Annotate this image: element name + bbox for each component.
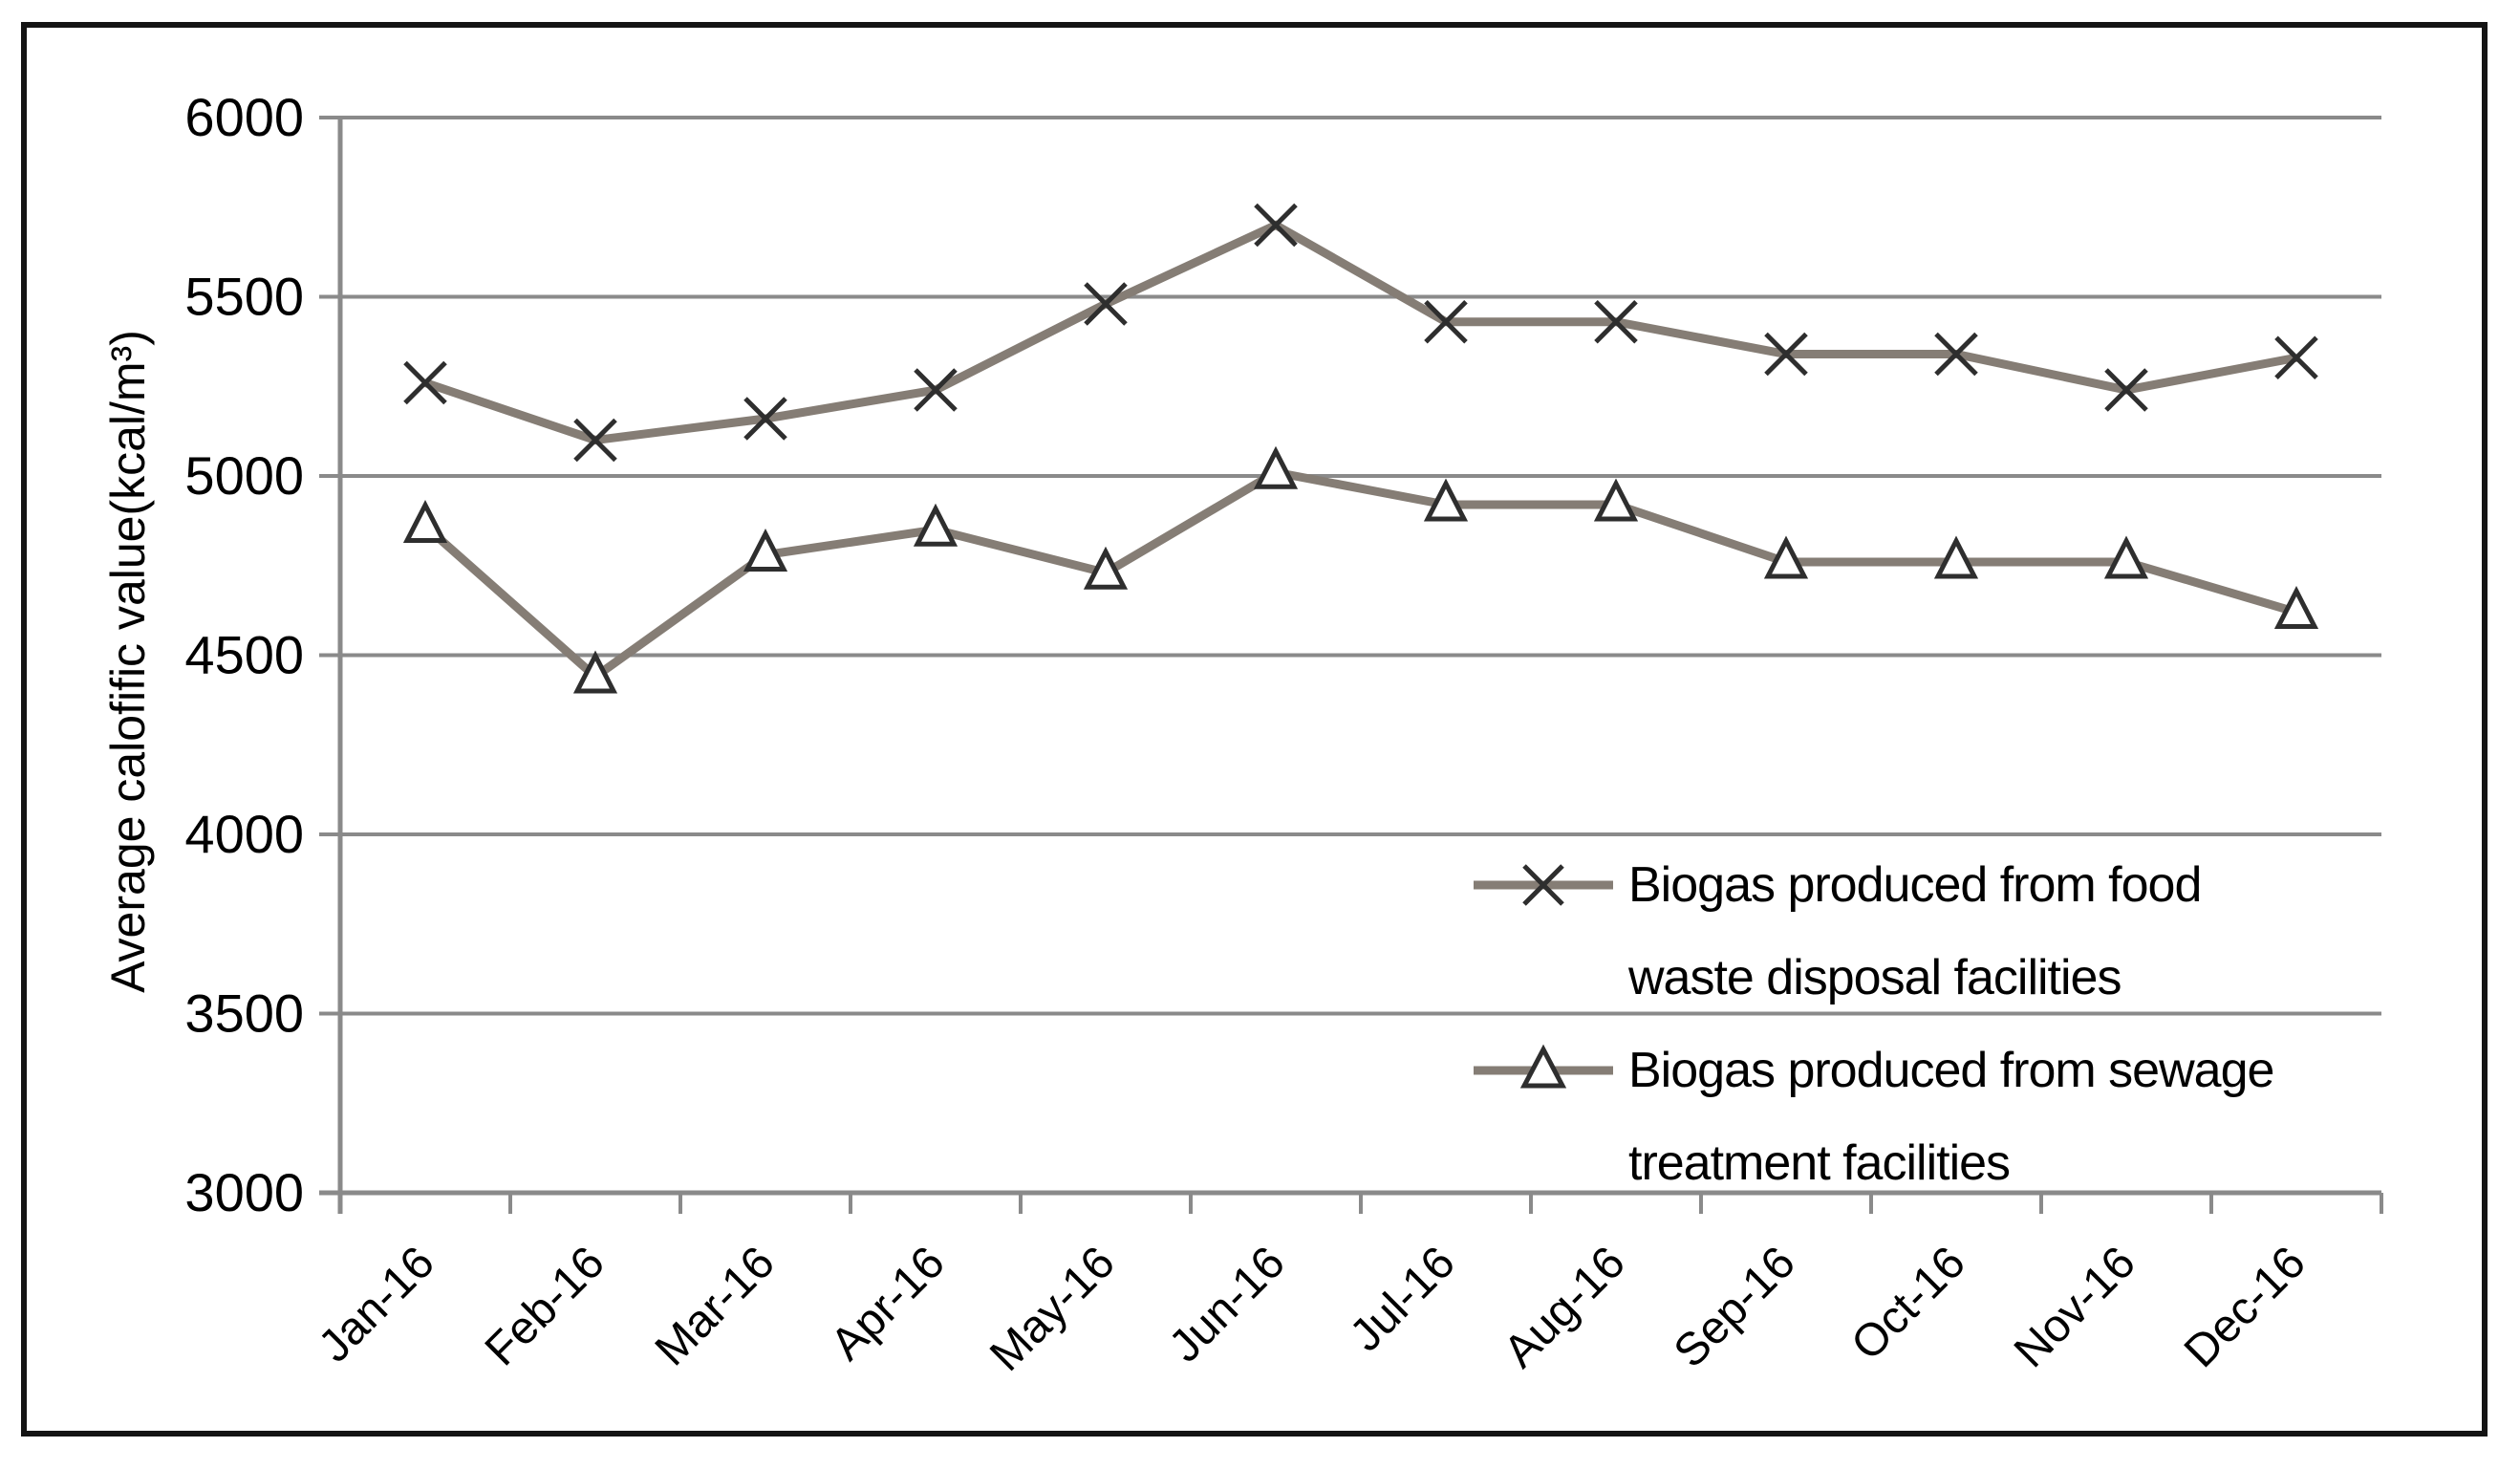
triangle-marker <box>572 650 618 694</box>
y-axis-title: Average calofific value(kcal/m³) <box>101 330 155 993</box>
x-marker <box>2274 335 2318 380</box>
y-tick-label: 5000 <box>184 445 304 506</box>
triangle-marker-icon <box>1474 1044 1613 1089</box>
x-marker <box>1084 282 1128 326</box>
triangle-marker <box>1423 478 1469 522</box>
x-tick-label: Jun-16 <box>1160 1237 1295 1372</box>
x-marker-icon <box>1474 864 1613 906</box>
series-line-food-waste <box>423 220 2297 445</box>
x-marker <box>573 418 617 463</box>
x-marker <box>914 368 958 412</box>
x-tick-label: Aug-16 <box>1495 1237 1635 1377</box>
x-marker <box>2104 368 2148 412</box>
triangle-marker <box>913 503 958 547</box>
x-marker <box>1934 332 1978 377</box>
x-marker <box>1254 203 1298 248</box>
legend-swatch-sewage <box>1472 1025 1615 1117</box>
y-tick-label: 3000 <box>184 1162 304 1222</box>
legend-label-food-waste: Biogas produced from food waste disposal… <box>1628 839 2202 1025</box>
x-marker <box>1424 299 1468 344</box>
y-tick-label: 3500 <box>184 983 304 1044</box>
x-tick-label: Nov-16 <box>2005 1237 2145 1377</box>
triangle-marker <box>2273 586 2319 629</box>
triangle-marker <box>1933 535 1979 579</box>
x-tick-label: Mar-16 <box>646 1237 785 1375</box>
x-tick-label: Apr-16 <box>821 1237 954 1370</box>
x-tick-label: Jan-16 <box>310 1237 444 1372</box>
x-tick-label: Feb-16 <box>476 1237 614 1375</box>
series-line-sewage <box>422 467 2298 682</box>
y-tick-label: 4500 <box>184 625 304 685</box>
triangle-marker <box>2103 535 2149 579</box>
x-tick-label: Dec-16 <box>2175 1237 2315 1377</box>
x-tick-label: Sep-16 <box>1665 1237 1805 1377</box>
x-marker <box>1594 299 1638 344</box>
x-tick-label: Jul-16 <box>1341 1237 1465 1361</box>
x-marker <box>743 397 787 441</box>
x-tick-label: Oct-16 <box>1842 1237 1974 1370</box>
legend-label-line: waste disposal facilities <box>1628 950 2122 1005</box>
triangle-marker <box>1593 478 1639 522</box>
legend-label-sewage: Biogas produced from sewage treatment fa… <box>1628 1025 2274 1210</box>
legend-label-line: Biogas produced from food <box>1628 857 2202 913</box>
triangle-marker <box>402 500 448 543</box>
legend-label-line: Biogas produced from sewage <box>1628 1043 2274 1098</box>
triangle-marker <box>743 529 788 572</box>
legend-item-food-waste: Biogas produced from food waste disposal… <box>1472 839 2456 1025</box>
triangle-marker <box>1083 546 1129 590</box>
y-tick-label: 6000 <box>184 87 304 147</box>
y-tick-label: 5500 <box>184 267 304 327</box>
triangle-marker <box>1763 535 1809 579</box>
y-tick-label: 4000 <box>184 804 304 864</box>
figure-border <box>21 22 2488 1437</box>
legend-swatch-food-waste <box>1472 839 1615 932</box>
triangle-marker <box>1253 445 1299 489</box>
legend-item-sewage: Biogas produced from sewage treatment fa… <box>1472 1025 2456 1210</box>
x-marker <box>1764 332 1808 377</box>
legend-label-line: treatment facilities <box>1628 1135 2011 1191</box>
legend: Biogas produced from food waste disposal… <box>1472 839 2456 1210</box>
x-marker <box>403 360 447 405</box>
x-tick-label: May-16 <box>980 1237 1125 1381</box>
